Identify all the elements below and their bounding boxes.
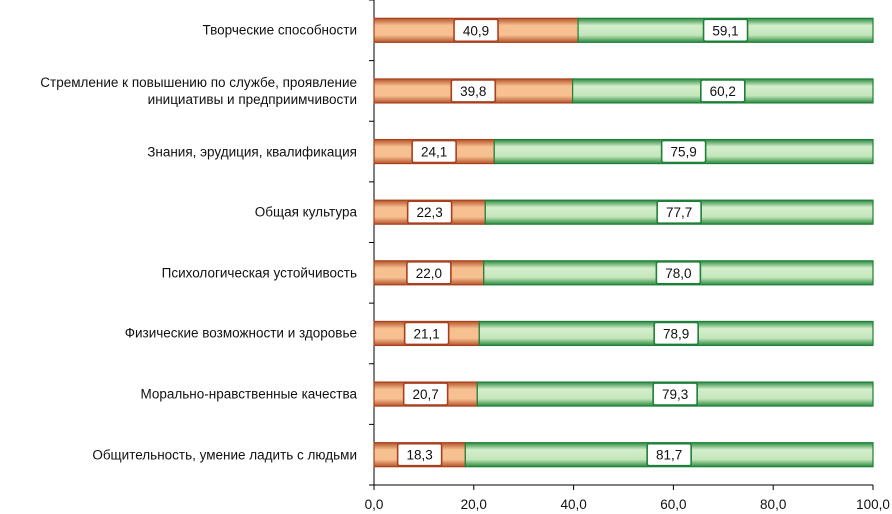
data-label-box: [406, 200, 453, 224]
category-label-line: Морально-нравственные качества: [140, 386, 357, 402]
data-label-box: [660, 139, 707, 164]
x-tick-label: 80,0: [760, 497, 786, 512]
data-label: 77,7: [666, 205, 692, 220]
data-label-box: [655, 261, 702, 285]
x-tick-label: 40,0: [560, 497, 586, 512]
data-label: 22,0: [416, 266, 442, 281]
category-label-line: Знания, эрудиция, квалификация: [147, 144, 357, 160]
data-label: 21,1: [414, 326, 440, 341]
category-label-line: Общая культура: [254, 204, 357, 220]
category-label: Общительность, умение ладить с людьми: [0, 446, 357, 463]
data-label: 78,0: [665, 266, 691, 281]
data-label: 79,3: [662, 387, 688, 402]
data-label: 39,8: [460, 84, 486, 99]
category-label-line: Психологическая устойчивость: [161, 265, 357, 281]
data-label-box: [646, 442, 692, 467]
data-label: 60,2: [710, 84, 736, 99]
category-label-line: Общительность, умение ладить с людьми: [92, 447, 357, 463]
category-label: Физические возможности и здоровье: [0, 325, 357, 342]
category-label-line: инициативы и предприимчивости: [147, 91, 357, 107]
category-label: Общая культура: [0, 204, 357, 221]
data-label-box: [403, 321, 450, 346]
data-label: 22,3: [416, 205, 442, 220]
data-label: 59,1: [712, 23, 738, 38]
data-label: 75,9: [670, 145, 696, 160]
x-tick-label: 20,0: [461, 497, 487, 512]
data-label-box: [700, 79, 746, 103]
data-label: 40,9: [463, 23, 489, 38]
data-label-box: [396, 442, 443, 467]
data-label: 18,3: [407, 448, 433, 463]
category-label: Стремление к повышению по службе, проявл…: [0, 74, 357, 108]
category-label-line: Физические возможности и здоровье: [124, 325, 357, 341]
data-label-box: [656, 200, 702, 224]
data-label-box: [450, 79, 497, 103]
x-tick-label: 0,0: [365, 497, 384, 512]
category-label: Психологическая устойчивость: [0, 264, 357, 281]
category-label: Знания, эрудиция, квалификация: [0, 143, 357, 160]
x-tick-label: 60,0: [660, 497, 686, 512]
data-label-box: [402, 382, 449, 406]
data-label-box: [453, 18, 499, 43]
category-label: Морально-нравственные качества: [0, 386, 357, 403]
data-label-box: [652, 382, 698, 406]
data-label: 24,1: [421, 145, 447, 160]
data-label: 20,7: [413, 387, 439, 402]
data-label-box: [702, 18, 749, 43]
data-label-box: [653, 321, 699, 346]
category-label: Творческие способности: [0, 22, 357, 39]
category-label-line: Стремление к повышению по службе, проявл…: [40, 74, 357, 90]
data-label: 81,7: [656, 448, 682, 463]
data-label-box: [406, 261, 452, 285]
category-label-line: Творческие способности: [202, 22, 357, 38]
data-label-box: [411, 139, 457, 164]
x-tick-label: 100,0: [856, 497, 890, 512]
data-label: 78,9: [663, 326, 689, 341]
